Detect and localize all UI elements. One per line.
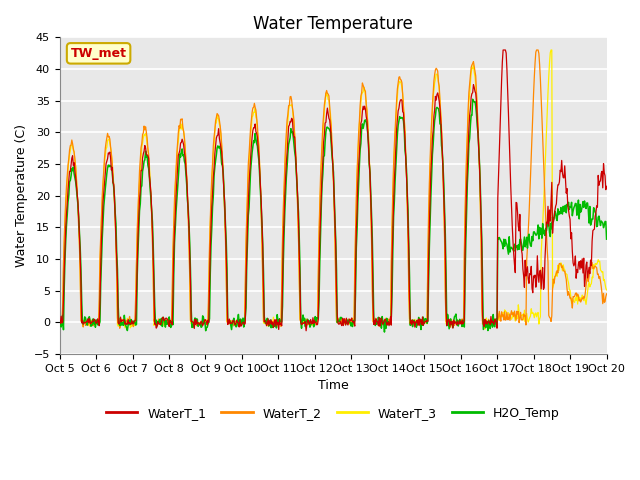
X-axis label: Time: Time — [317, 379, 349, 392]
Y-axis label: Water Temperature (C): Water Temperature (C) — [15, 124, 28, 267]
Legend: WaterT_1, WaterT_2, WaterT_3, H2O_Temp: WaterT_1, WaterT_2, WaterT_3, H2O_Temp — [101, 402, 565, 424]
Title: Water Temperature: Water Temperature — [253, 15, 413, 33]
Text: TW_met: TW_met — [70, 47, 127, 60]
